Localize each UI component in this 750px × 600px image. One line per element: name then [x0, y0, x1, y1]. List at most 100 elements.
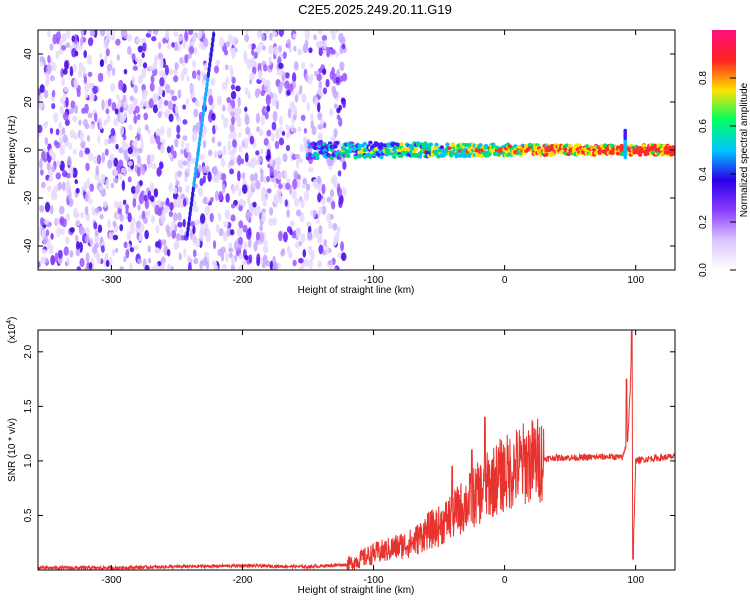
- spectrogram-noise-cell: [259, 231, 264, 243]
- spectrogram-noise-cell: [279, 195, 283, 205]
- spectrogram-noise-cell: [222, 104, 226, 112]
- spectrogram-noise-cell: [260, 192, 265, 202]
- spectrogram-noise-cell: [313, 228, 319, 238]
- spectrogram-noise-cell: [88, 262, 93, 270]
- spectrogram-noise-cell: [51, 103, 56, 110]
- spectrogram-noise-cell: [273, 46, 279, 56]
- spectrogram-noise-cell: [282, 182, 287, 191]
- spectrogram-noise-cell: [293, 170, 299, 180]
- spectrogram-noise-cell: [322, 87, 327, 95]
- spectrogram-noise-cell: [136, 37, 141, 44]
- spectrogram-noise-cell: [322, 121, 327, 129]
- spectrogram-ridge-cell: [454, 154, 459, 159]
- spectrogram-noise-cell: [101, 152, 106, 164]
- spectrogram-noise-cell: [65, 30, 71, 39]
- spectrogram-noise-cell: [262, 85, 268, 91]
- snr-y-tick-label: 0.5: [23, 508, 34, 522]
- spectrogram-noise-cell: [176, 196, 181, 203]
- spectrogram-noise-cell: [71, 35, 75, 43]
- spectrogram-noise-cell: [72, 63, 77, 72]
- spectrogram-noise-cell: [231, 49, 236, 59]
- spectrogram-noise-cell: [253, 241, 258, 252]
- spectrogram-noise-cell: [65, 42, 71, 48]
- spectrogram-ridge-cell: [362, 141, 368, 146]
- spectrogram-noise-cell: [177, 186, 183, 193]
- spectrogram-noise-cell: [321, 205, 327, 215]
- spectrogram-noise-cell: [306, 221, 312, 228]
- spectrogram-noise-cell: [83, 75, 88, 85]
- spectrogram-noise-cell: [132, 141, 137, 147]
- spectrogram-noise-cell: [85, 162, 90, 172]
- spectrogram-noise-cell: [255, 150, 260, 156]
- snr-panel: -300 -200 -100 0 100 0.5 1.0 1.5 2.0 Height of …: [6, 317, 676, 596]
- spectrogram-noise-cell: [261, 187, 267, 194]
- spectrogram-noise-cell: [286, 178, 291, 184]
- spectrogram-noise-cell: [252, 66, 257, 75]
- spectrogram-noise-cell: [168, 68, 174, 76]
- spectrogram-noise-cell: [89, 91, 95, 102]
- spectrogram-noise-cell: [131, 75, 136, 85]
- spectrogram-noise-cell: [116, 213, 121, 220]
- spectrogram-noise-cell: [173, 243, 180, 249]
- spectrogram-noise-cell: [88, 152, 94, 162]
- spectrogram-noise-cell: [149, 153, 155, 162]
- snr-frame: [37, 329, 676, 571]
- spectrogram-noise-cell: [137, 204, 141, 211]
- spectrogram-noise-cell: [152, 30, 158, 35]
- spectrogram-noise-cell: [49, 127, 54, 135]
- spectrogram-noise-cell: [276, 160, 281, 172]
- spectrogram-noise-cell: [313, 34, 317, 41]
- spectrogram-noise-cell: [84, 92, 89, 99]
- snr-y-axis-label: SNR (10 * v/v): [7, 418, 18, 482]
- spectrogram-ridge-cell: [395, 142, 401, 147]
- spectrogram-noise-cell: [89, 183, 95, 192]
- spectrogram-noise-cell: [204, 205, 210, 216]
- spectrogram-noise-cell: [333, 128, 338, 138]
- spectrogram-noise-cell: [55, 128, 60, 136]
- spectrogram-noise-cell: [247, 195, 251, 205]
- spectrogram-noise-cell: [237, 170, 241, 182]
- spectrogram-noise-cell: [157, 42, 162, 50]
- spectrogram-noise-cell: [71, 47, 77, 58]
- spectrogram-noise-cell: [258, 155, 264, 163]
- spectrogram-noise-cell: [169, 202, 174, 211]
- spectrogram-noise-cell: [241, 184, 248, 194]
- spectrogram-noise-cell: [182, 119, 188, 125]
- spectrogram-noise-cell: [258, 128, 264, 137]
- spectrogram-noise-cell: [123, 241, 128, 249]
- spectrogram-noise-cell: [168, 210, 174, 218]
- spectrogram-noise-cell: [57, 249, 63, 259]
- spectrogram-streak-cell: [212, 31, 216, 39]
- spectrogram-y-ticks: -40 -20 0 20 40: [23, 48, 675, 253]
- spectrogram-noise-cell: [129, 95, 134, 102]
- spectrogram-noise-cell: [89, 30, 96, 37]
- spectrogram-noise-cell: [210, 196, 214, 203]
- spectrogram-noise-cell: [184, 30, 188, 42]
- spectrogram-noise-cell: [39, 84, 45, 93]
- spectrogram-noise-cell: [301, 61, 306, 70]
- spectrogram-ridge-cell: [549, 147, 555, 152]
- spectrogram-noise-cell: [99, 185, 104, 192]
- spectrogram-noise-cell: [217, 141, 222, 147]
- spectrogram-noise-cell: [340, 252, 347, 262]
- spectrogram-noise-cell: [75, 246, 81, 257]
- spectrogram-noise-cell: [281, 130, 286, 136]
- spectrogram-noise-cell: [38, 231, 41, 243]
- spectrogram-noise-cell: [285, 133, 291, 139]
- spectrogram-noise-cell: [78, 119, 82, 126]
- spectrogram-noise-cell: [192, 133, 196, 140]
- spectrogram-noise-cell: [124, 214, 129, 220]
- spectrogram-noise-cell: [42, 58, 46, 67]
- spectrogram-noise-cell: [197, 32, 202, 40]
- spectrogram-noise-cell: [148, 98, 154, 109]
- spectrogram-noise-cell: [159, 58, 164, 69]
- spectrogram-noise-cell: [104, 148, 109, 156]
- spectrogram-noise-cell: [87, 112, 93, 119]
- spectrogram-ridge-cell: [425, 150, 430, 155]
- spectrogram-noise-cell: [122, 94, 127, 103]
- spectrogram-ridge-cell: [333, 144, 338, 149]
- spectrogram-noise-cell: [79, 257, 85, 268]
- snr-y-tick-label: 2.0: [23, 344, 34, 358]
- spectrogram-ridge-cell: [379, 155, 384, 160]
- spectrogram-ridge-cell: [445, 142, 450, 147]
